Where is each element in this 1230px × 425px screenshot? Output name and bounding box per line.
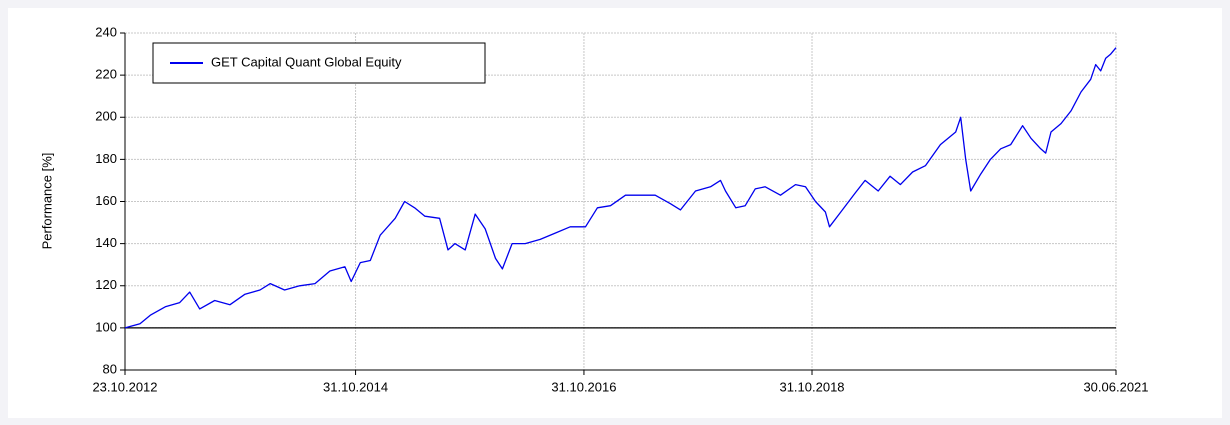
y-tick-label: 160 bbox=[95, 193, 117, 208]
y-tick-label: 200 bbox=[95, 109, 117, 124]
y-tick-label: 240 bbox=[95, 24, 117, 39]
x-tick-label: 31.10.2014 bbox=[323, 379, 388, 394]
y-tick-label: 140 bbox=[95, 235, 117, 250]
y-tick-label: 100 bbox=[95, 319, 117, 334]
x-tick-label: 23.10.2012 bbox=[92, 379, 157, 394]
y-axis-label: Performance [%] bbox=[39, 153, 54, 250]
x-tick-label: 31.10.2018 bbox=[779, 379, 844, 394]
x-tick-label: 31.10.2016 bbox=[551, 379, 616, 394]
legend-label: GET Capital Quant Global Equity bbox=[211, 54, 402, 69]
y-tick-label: 120 bbox=[95, 277, 117, 292]
y-tick-label: 80 bbox=[103, 361, 117, 376]
series-line bbox=[124, 47, 1117, 329]
y-tick-label: 180 bbox=[95, 151, 117, 166]
y-tick-label: 220 bbox=[95, 67, 117, 82]
legend-box bbox=[152, 42, 486, 84]
x-tick-label: 30.06.2021 bbox=[1083, 379, 1148, 394]
